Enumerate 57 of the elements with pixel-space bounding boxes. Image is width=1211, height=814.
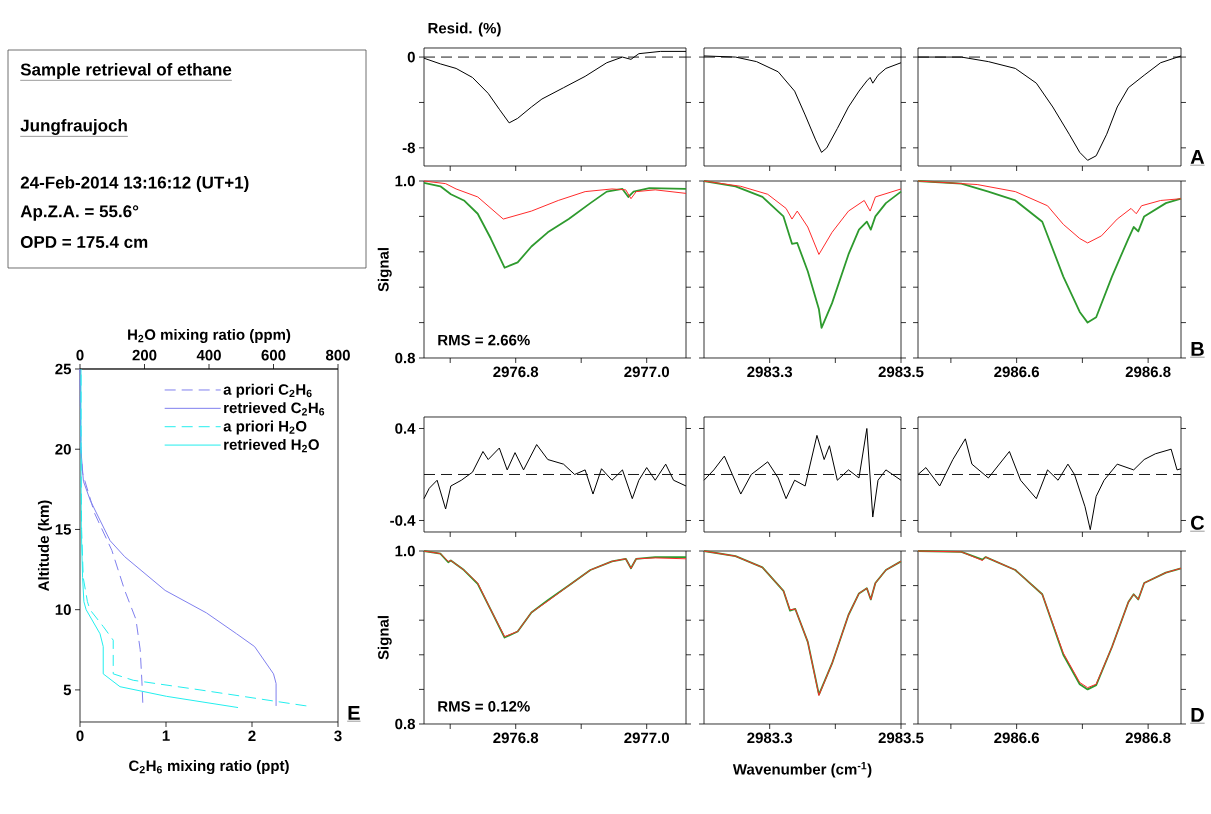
y-tick-label: 5 [63, 684, 72, 696]
text: Sample retrieval of ethane [20, 63, 232, 79]
text: B [1191, 342, 1204, 356]
x-tick-label: 2977.0 [624, 732, 670, 744]
x-tick-label: 2977.0 [624, 366, 670, 378]
x-tick-label: 2986.8 [1125, 732, 1171, 744]
text: 24-Feb-2014 13:16:12 (UT+1) [20, 176, 249, 192]
legend-label: a priori H$_{2}$O [223, 420, 307, 435]
x2-tick-label: 800 [325, 349, 350, 361]
x2-tick-label: 0 [76, 349, 84, 361]
text: C [1191, 515, 1205, 530]
x-tick-label: 2983.5 [878, 366, 924, 378]
x-axis-title: C$_{2}$H$_{6}$ mixing ratio (ppt) [129, 760, 289, 775]
x-tick-label: 2986.6 [994, 366, 1040, 378]
y-axis-title: Altitude (km) [37, 500, 52, 591]
x-tick-label: 2976.8 [493, 366, 539, 378]
x-tick-label: 2976.8 [493, 732, 539, 744]
y-tick-label: 0 [407, 51, 415, 63]
y-tick-label: 0.4 [395, 423, 416, 434]
x-tick-label: 2 [248, 730, 256, 741]
x2-tick-label: 600 [261, 349, 286, 361]
x-tick-label: 1 [162, 730, 170, 741]
annotation: RMS = 0.12% [438, 701, 530, 712]
text: OPD = 175.4 cm [20, 235, 148, 249]
x2-tick-label: 200 [132, 349, 157, 361]
text: Ap.Z.A. = 55.6° [20, 205, 139, 221]
y-tick-label: 15 [55, 524, 72, 535]
x2-axis-title: H$_{2}$O mixing ratio (ppm) [128, 328, 291, 343]
x-tick-label: 2983.5 [878, 732, 924, 744]
text: Jungfraujoch [20, 119, 127, 135]
legend-label: retrieved H$_{2}$O [224, 438, 319, 453]
text: D [1191, 708, 1204, 722]
x-tick-label: 2986.6 [994, 732, 1040, 744]
x-tick-label: 3 [334, 730, 342, 742]
y-tick-label: -0.4 [390, 515, 416, 526]
y-tick-label: 0.8 [395, 352, 416, 364]
annotation: RMS = 2.66% [438, 334, 530, 346]
y-tick-label: 1.0 [395, 175, 415, 187]
y-tick-label: 20 [55, 443, 71, 455]
x-axis-title: Wavenumber (cm$^{-1}$) [732, 762, 872, 778]
y-tick-label: 0.8 [395, 718, 416, 730]
x-tick-label: 2986.8 [1125, 366, 1171, 378]
y-tick-label: 25 [55, 363, 72, 375]
x-tick-label: 2983.3 [747, 732, 793, 744]
text: E [348, 706, 360, 720]
x-tick-label: 2983.3 [747, 366, 793, 378]
text: A [1190, 150, 1205, 164]
x-tick-label: 0 [76, 730, 84, 742]
y-axis-title: Signal [377, 248, 392, 292]
y-tick-label: 1.0 [395, 545, 415, 557]
x2-tick-label: 400 [196, 349, 221, 361]
y-tick-label: -8 [402, 142, 416, 154]
legend-label: a priori C$_{2}$H$_{6}$ [223, 383, 312, 398]
y-tick-label: 10 [55, 604, 71, 615]
y-axis-title: Resid. (%) [428, 22, 501, 37]
legend-label: retrieved C$_{2}$H$_{6}$ [224, 402, 325, 416]
y-axis-title: Signal [377, 616, 392, 660]
